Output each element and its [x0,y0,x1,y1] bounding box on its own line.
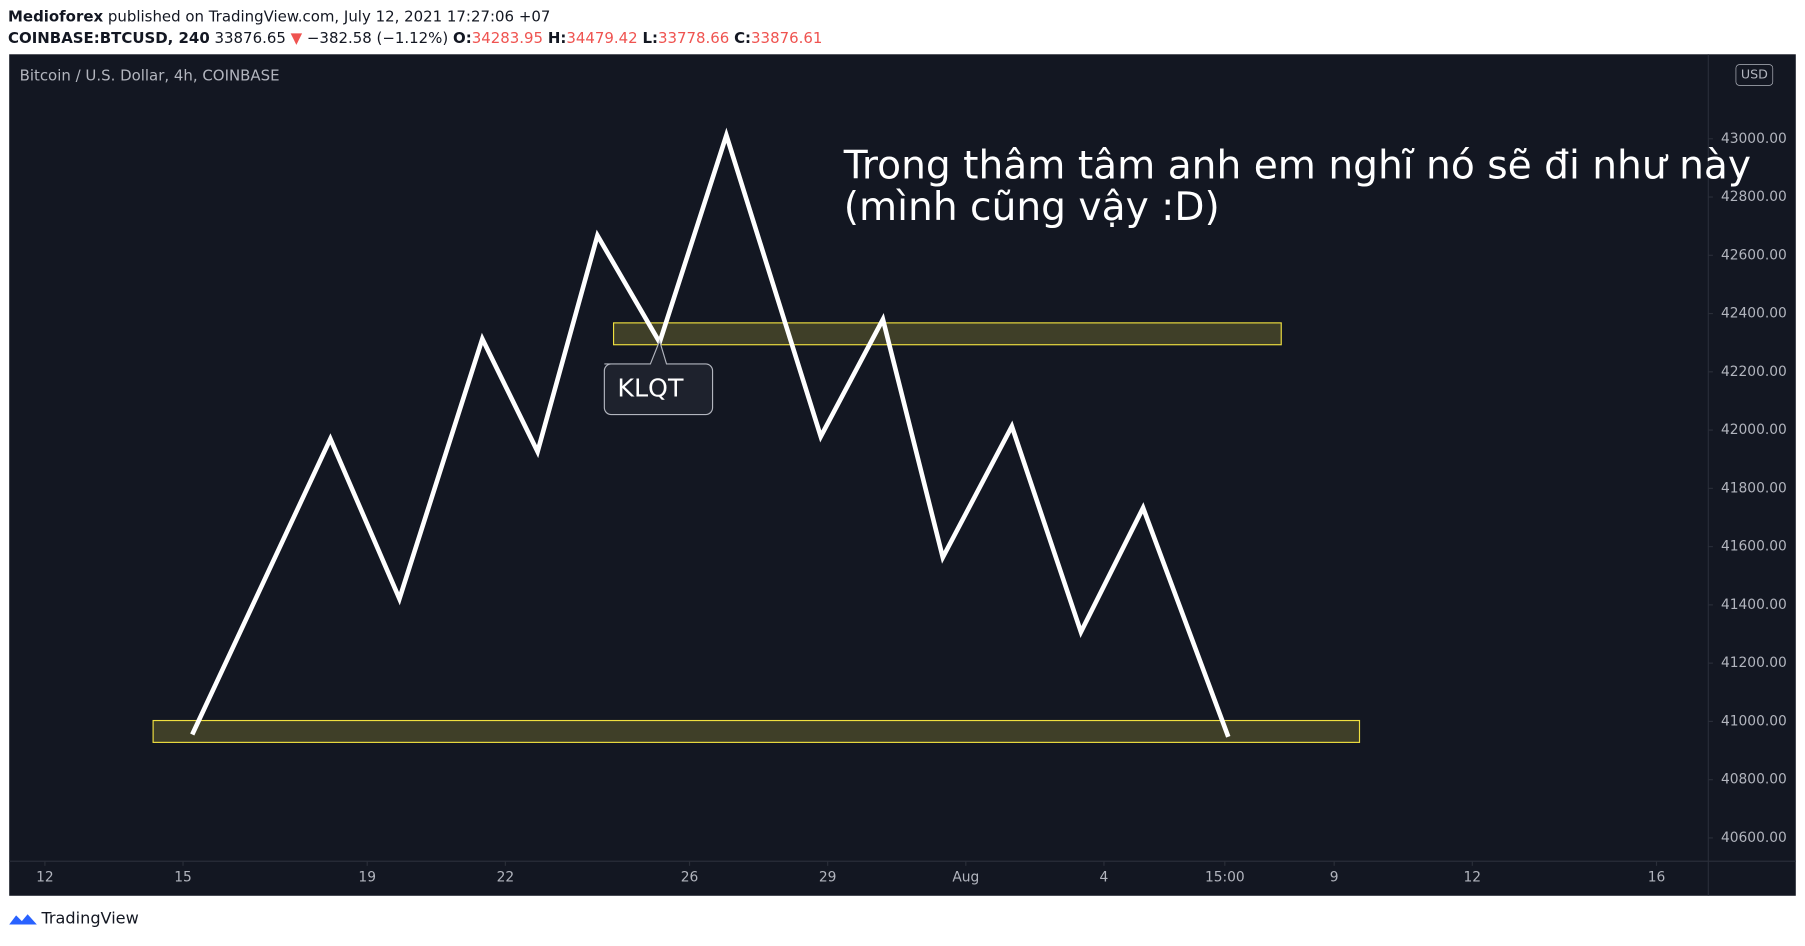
x-tick-label: 29 [819,869,837,885]
y-tick-label: 41600.00 [1721,539,1787,555]
y-tick-label: 41000.00 [1721,713,1787,729]
header-line-2: COINBASE:BTCUSD, 240 33876.65 ▼ −382.58 … [8,29,822,47]
logo-icon [9,914,37,925]
callout-box [603,339,714,416]
ohlc-value: 33778.66 [658,29,729,47]
chart-title: Bitcoin / U.S. Dollar, 4h, COINBASE [20,67,280,85]
change: −382.58 (−1.12%) [307,29,448,47]
y-tick-label: 43000.00 [1721,131,1787,147]
zone [612,322,1282,346]
x-tick-label: 19 [358,869,376,885]
x-tick-label: 15 [174,869,192,885]
y-tick-label: 42800.00 [1721,189,1787,205]
y-tick-label: 42400.00 [1721,306,1787,322]
symbol: COINBASE:BTCUSD, 240 [8,29,210,47]
x-tick-label: Aug [952,869,979,885]
ohlc-label: L: [642,29,658,47]
y-tick-label: 42000.00 [1721,422,1787,438]
ohlc-label: O: [453,29,472,47]
header-line-1: Medioforex published on TradingView.com,… [8,7,550,25]
ohlc-value: 33876.61 [751,29,822,47]
chart-panel [9,54,1796,896]
price-line [190,127,1231,738]
x-tick-label: 12 [36,869,54,885]
y-tick-label: 41200.00 [1721,655,1787,671]
annotation: (mình cũng vậy :D) [844,185,1220,230]
ohlc-label: H: [548,29,567,47]
annotation: Trong thâm tâm anh em nghĩ nó sẽ đi như … [843,144,1751,189]
x-tick-label: 16 [1648,869,1666,885]
plot: 40600.00 40800.00 41000.00 41200.00 41400.00… [36,127,1787,885]
currency: USD [1741,67,1768,82]
y-tick-label: 40800.00 [1721,772,1787,788]
published: published on TradingView.com, July 12, 2… [108,7,550,25]
footer-logo [9,914,37,925]
x-tick-label: 15:00 [1205,869,1245,885]
y-tick-label: 41400.00 [1721,597,1787,613]
x-tick-label: 22 [497,869,515,885]
currency-badge [1735,64,1774,86]
x-tick-label: 4 [1100,869,1109,885]
x-tick-label: 26 [681,869,699,885]
ohlc-label: C: [734,29,751,47]
ohlc-value: 34479.42 [566,29,637,47]
y-tick-label: 42600.00 [1721,247,1787,263]
y-tick-label: 42200.00 [1721,364,1787,380]
y-tick-label: 41800.00 [1721,480,1787,496]
brand: TradingView [40,908,138,927]
author: Medioforex [8,7,103,25]
zone [152,719,1361,743]
x-tick-label: 9 [1330,869,1339,885]
ohlc-value: 34283.95 [472,29,543,47]
arrow: ▼ [291,29,303,47]
last: 33876.65 [215,29,286,47]
callout-text: KLQT [617,372,684,402]
y-tick-label: 40600.00 [1721,830,1787,846]
x-tick-label: 12 [1464,869,1482,885]
